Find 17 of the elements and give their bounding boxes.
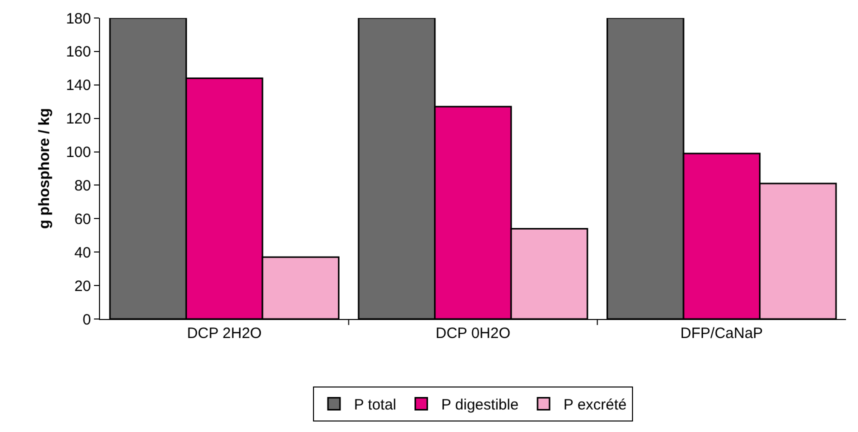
x-tick-label: DFP/CaNaP: [680, 325, 763, 342]
legend-label: P total: [354, 396, 396, 414]
legend-label: P excrété: [564, 396, 627, 414]
y-tick-label: 180: [66, 10, 91, 28]
y-tick-label: 140: [66, 77, 91, 94]
y-axis-title: g phosphore / kg: [36, 108, 54, 229]
x-tick-label: DCP 2H2O: [186, 325, 262, 342]
y-tick-label: 60: [74, 210, 91, 228]
y-tick-label: 100: [66, 144, 91, 162]
y-tick-label: 20: [74, 278, 91, 295]
y-tick-label: 160: [66, 44, 91, 61]
y-tick-label: 80: [74, 177, 91, 194]
y-tick-label: 40: [74, 244, 91, 262]
x-tick-label: DCP 0H2O: [436, 325, 510, 342]
y-tick-label: 120: [66, 110, 91, 128]
legend-label: P digestible: [441, 396, 519, 414]
y-tick-label: 0: [82, 311, 91, 328]
